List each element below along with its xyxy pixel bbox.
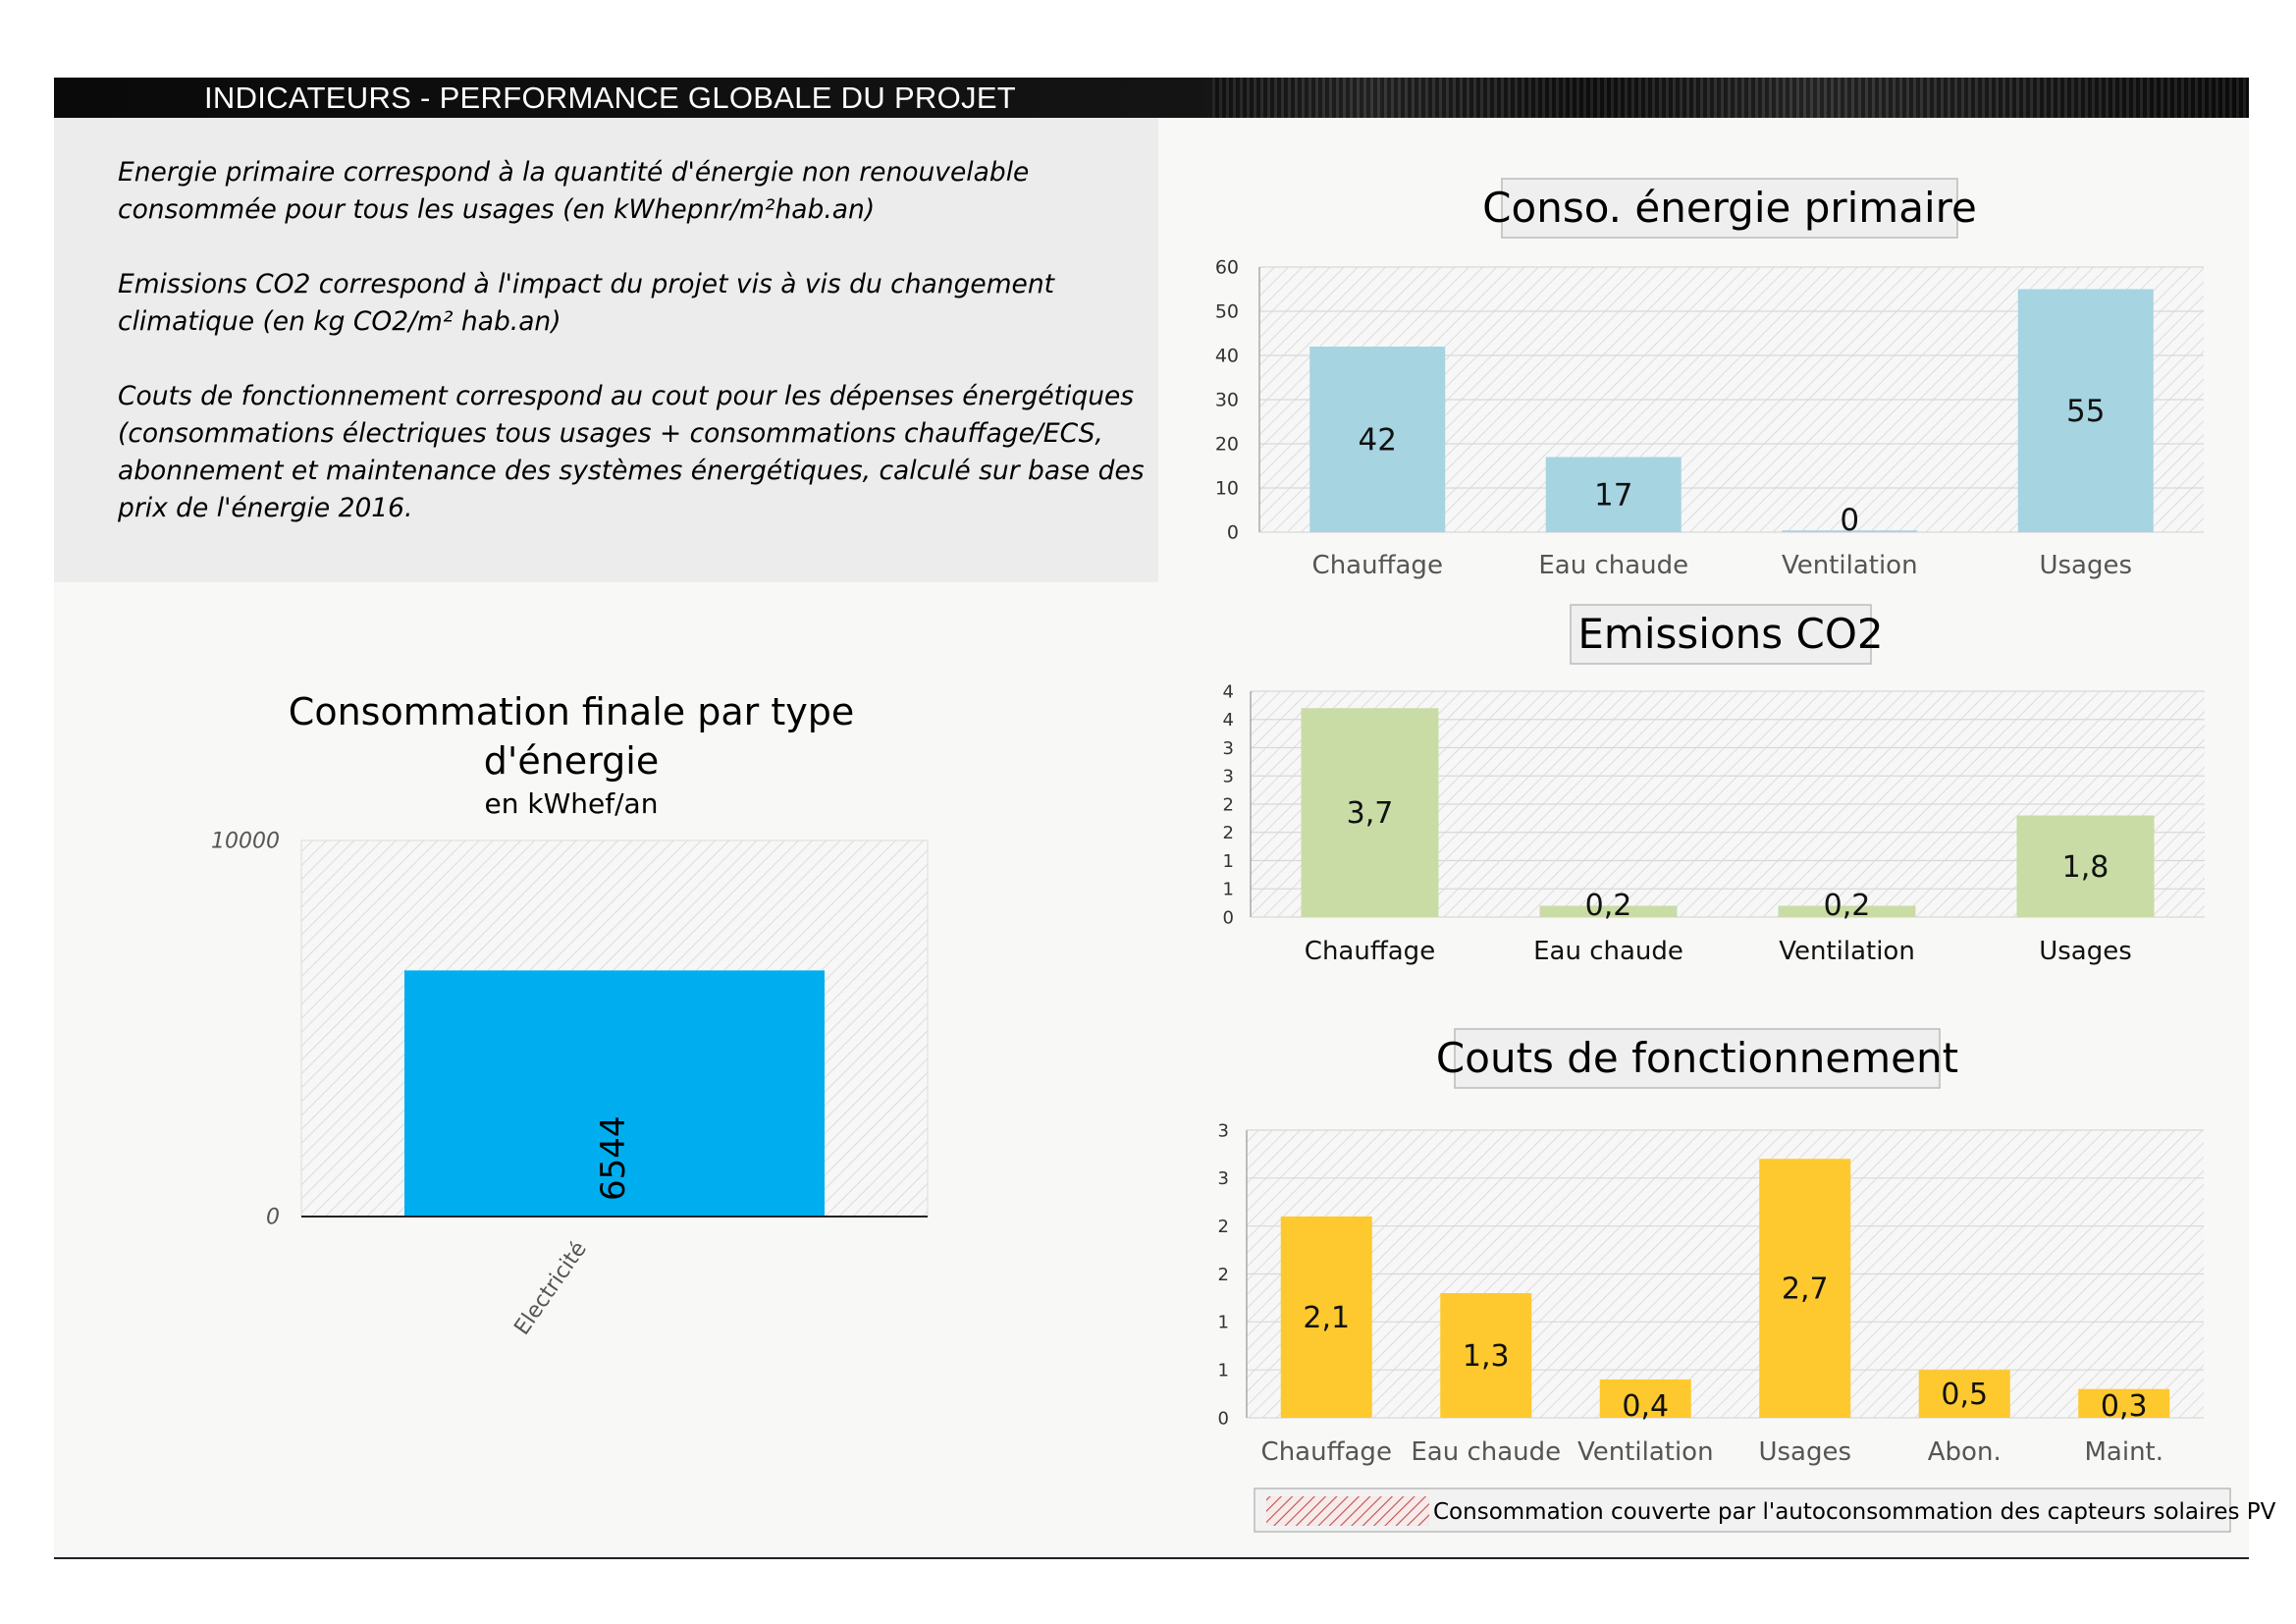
chart-couts-title-box	[1454, 1028, 1941, 1089]
bar-couts	[1918, 1370, 2010, 1418]
y-tick-label: 40	[1215, 346, 1239, 367]
bar-label: 0,2	[1585, 889, 1632, 923]
bottom-rule	[54, 1557, 2249, 1559]
legend-pv-label: Consommation couverte par l'autoconsomma…	[1433, 1499, 2276, 1525]
category-label: Abon.	[1928, 1437, 2002, 1467]
category-label: Chauffage	[1305, 937, 1435, 966]
y-tick-label: 10	[1215, 478, 1239, 500]
bar-primaire	[1309, 347, 1446, 532]
y-tick-label: 1	[1223, 880, 1234, 900]
y-tick-label: 3	[1223, 767, 1234, 787]
y-tick-label: 30	[1215, 390, 1239, 411]
category-label: Ventilation	[1782, 551, 1918, 580]
bar-label: 0,5	[1941, 1378, 1988, 1412]
header-stripes	[1212, 78, 2249, 118]
category-label: Ventilation	[1779, 937, 1915, 966]
y-tick-label: 4	[1223, 681, 1234, 702]
bar-couts	[1280, 1216, 1372, 1418]
y-tick-label: 10000	[211, 830, 280, 854]
bar-couts	[2078, 1388, 2170, 1418]
y-tick-label: 2	[1223, 794, 1234, 815]
y-tick-label: 2	[1218, 1217, 1229, 1237]
y-tick-label: 3	[1218, 1120, 1229, 1141]
y-tick-label: 20	[1215, 434, 1239, 456]
category-label: Chauffage	[1312, 551, 1443, 580]
category-label: Ventilation	[1577, 1437, 1714, 1467]
chart-couts: Couts de fonctionnement 0 1 1 2 2 3 3 2,1 Chauf…	[1218, 1028, 2204, 1467]
y-tick-label: 0	[1223, 907, 1234, 928]
bar-label: 1,3	[1463, 1339, 1510, 1374]
y-tick-label: 2	[1218, 1265, 1229, 1285]
bar-label: 0	[1840, 503, 1859, 538]
y-tick-label: 3	[1218, 1168, 1229, 1189]
bar-primaire	[1782, 530, 1918, 532]
chart-finale: Consommation finale par type d'énergie e…	[211, 690, 929, 1339]
bar-label: 42	[1359, 422, 1397, 458]
y-tick-label: 60	[1215, 257, 1239, 279]
bar-label: 2,7	[1782, 1272, 1829, 1307]
bar-label: 6544	[594, 1115, 633, 1201]
chart-couts-title: Couts de fonctionnement	[1436, 1034, 1958, 1082]
category-label: Maint.	[2084, 1437, 2163, 1467]
bar-label: 0,2	[1824, 889, 1871, 923]
bar-couts	[1759, 1159, 1851, 1418]
header-bar: INDICATEURS - PERFORMANCE GLOBALE DU PRO…	[54, 78, 2249, 118]
bar-primaire	[1545, 457, 1682, 532]
bar-primaire	[2017, 289, 2154, 532]
chart-primaire: Conso. énergie primaire 0 10 20 30 40 50 60 42…	[1215, 178, 2204, 580]
y-tick-label: 3	[1223, 738, 1234, 759]
category-label: Chauffage	[1261, 1437, 1392, 1467]
bar-label: 0,4	[1622, 1389, 1669, 1424]
legend: Consommation couverte par l'autoconsomma…	[1254, 1488, 2276, 1533]
bar-label: 2,1	[1303, 1301, 1350, 1335]
bar-couts	[1440, 1293, 1532, 1418]
chart-finale-subtitle: en kWhef/an	[485, 787, 659, 820]
bar-co2	[2016, 815, 2155, 917]
bar-couts	[1599, 1379, 1691, 1418]
y-tick-label: 0	[1218, 1408, 1229, 1429]
y-tick-label: 1	[1218, 1313, 1229, 1333]
bar-label: 3,7	[1347, 796, 1394, 831]
bar-co2	[1778, 905, 1916, 917]
category-label: Usages	[2039, 937, 2132, 966]
y-tick-label: 50	[1215, 301, 1239, 323]
bar-label: 17	[1594, 478, 1632, 514]
category-label: Eau chaude	[1411, 1437, 1561, 1467]
page-title: INDICATEURS - PERFORMANCE GLOBALE DU PRO…	[204, 81, 1017, 115]
bar-label: 55	[2066, 394, 2105, 429]
legend-pv-swatch	[1266, 1496, 1429, 1526]
chart-co2-title-box	[1570, 604, 1872, 665]
bar-finale	[404, 970, 825, 1217]
chart-co2-title: Emissions CO2	[1577, 610, 1883, 658]
description-box	[54, 118, 1158, 582]
y-tick-label: 0	[1227, 522, 1239, 544]
category-label: Eau chaude	[1538, 551, 1688, 580]
description-couts: Couts de fonctionnement correspond au co…	[118, 381, 1145, 523]
description-co2: Emissions CO2 correspond à l'impact du p…	[118, 269, 1054, 337]
bar-label: 0,3	[2101, 1389, 2148, 1424]
category-label: Eau chaude	[1533, 937, 1683, 966]
category-label: Usages	[2039, 551, 2132, 580]
y-tick-label: 2	[1223, 823, 1234, 843]
y-tick-label: 4	[1223, 710, 1234, 731]
bar-label: 1,8	[2062, 850, 2109, 885]
chart-primaire-title: Conso. énergie primaire	[1482, 184, 1977, 232]
chart-primaire-title-box	[1501, 178, 1958, 239]
chart-finale-title-line1: Consommation finale par type	[289, 690, 854, 733]
y-tick-label: 1	[1218, 1360, 1229, 1380]
bar-co2	[1539, 905, 1678, 917]
category-label: Usages	[1758, 1437, 1851, 1467]
y-tick-label: 0	[266, 1206, 280, 1230]
y-tick-label: 1	[1223, 851, 1234, 872]
description-primary: Energie primaire correspond à la quantit…	[118, 157, 1030, 225]
bar-co2	[1301, 708, 1439, 917]
chart-co2: Emissions CO2 0 1 1 2 2 3 3 4 4 3,7 Chauffage 0,2 E…	[1223, 604, 2205, 966]
chart-finale-title-line2: d'énergie	[484, 739, 659, 783]
category-label: Electricité	[509, 1237, 591, 1339]
